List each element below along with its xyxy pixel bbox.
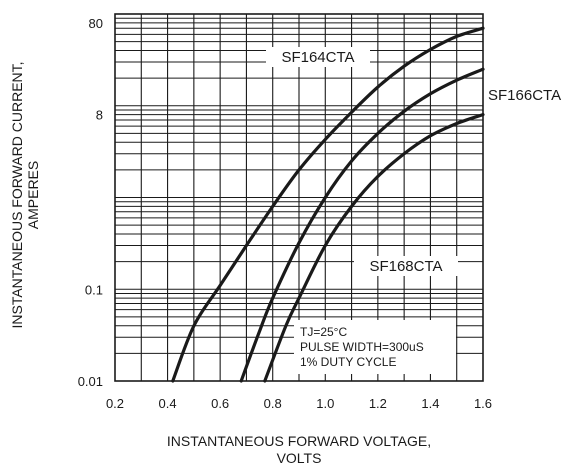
y-axis-title-line-2: AMPERES	[25, 161, 41, 229]
y-axis-title-line-1: INSTANTANEOUS FORWARD CURRENT,	[9, 61, 25, 328]
x-tick-label: 0.2	[106, 396, 124, 411]
x-axis-title-line-1: INSTANTANEOUS FORWARD VOLTAGE,	[167, 433, 431, 449]
curve-label-sf168cta: SF168CTA	[369, 258, 442, 275]
x-tick-labels: 0.2 0.4 0.6 0.8 1.0 1.2 1.4 1.6	[106, 396, 492, 411]
test-conditions-background	[294, 320, 456, 374]
curve-label-background-sf164cta	[266, 47, 370, 67]
curve-label-sf166cta: SF166CTA	[488, 87, 561, 104]
y-tick-label: 80	[89, 16, 103, 31]
x-tick-label: 0.6	[211, 396, 229, 411]
curve-sf168cta	[263, 113, 485, 383]
curve-label-layer: SF164CTA SF166CTA SF168CTA	[266, 47, 561, 276]
test-conditions-note: TJ=25°C PULSE WIDTH=300uS 1% DUTY CYCLE	[294, 320, 456, 374]
y-tick-labels: 80 8 0.1 0.01	[78, 16, 103, 389]
x-tick-label: 1.4	[421, 396, 439, 411]
x-tick-label: 1.2	[369, 396, 387, 411]
x-tick-label: 0.8	[264, 396, 282, 411]
test-conditions-line-3: 1% DUTY CYCLE	[300, 355, 396, 369]
y-tick-label: 0.1	[85, 282, 103, 297]
x-tick-label: 1.0	[316, 396, 334, 411]
y-tick-label: 8	[96, 108, 103, 123]
plot-frame	[114, 13, 484, 382]
curve-layer	[171, 26, 485, 383]
curve-label-sf164cta: SF164CTA	[281, 49, 354, 66]
curve-sf164cta	[171, 26, 485, 383]
curve-label-background-sf168cta	[354, 256, 458, 276]
test-conditions-line-2: PULSE WIDTH=300uS	[300, 340, 424, 354]
curve-sf166cta	[239, 67, 485, 383]
test-conditions-line-1: TJ=25°C	[300, 325, 347, 339]
x-tick-label: 1.6	[474, 396, 492, 411]
y-tick-label: 0.01	[78, 374, 103, 389]
x-tick-label: 0.4	[159, 396, 177, 411]
x-axis-title-line-2: VOLTS	[277, 450, 322, 466]
